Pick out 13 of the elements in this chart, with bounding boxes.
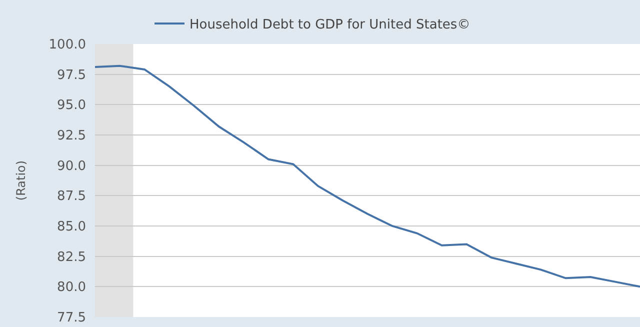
legend-label: Household Debt to GDP for United States© bbox=[190, 18, 470, 33]
y-tick-label: 92.5 bbox=[57, 128, 86, 144]
y-tick-label: 95.0 bbox=[57, 98, 86, 114]
line-series bbox=[95, 64, 640, 288]
y-axis-title: (Ratio) bbox=[14, 160, 28, 201]
y-tick-label: 100.0 bbox=[48, 38, 86, 53]
y-tick-label: 77.5 bbox=[57, 310, 86, 326]
y-tick-label: 97.5 bbox=[57, 68, 86, 83]
y-tick-label: 82.5 bbox=[57, 250, 86, 265]
y-tick-label: 85.0 bbox=[57, 220, 86, 235]
y-tick-label: 90.0 bbox=[57, 158, 86, 174]
y-tick-label: 80.0 bbox=[57, 280, 86, 296]
y-tick-label: 87.5 bbox=[57, 189, 86, 204]
